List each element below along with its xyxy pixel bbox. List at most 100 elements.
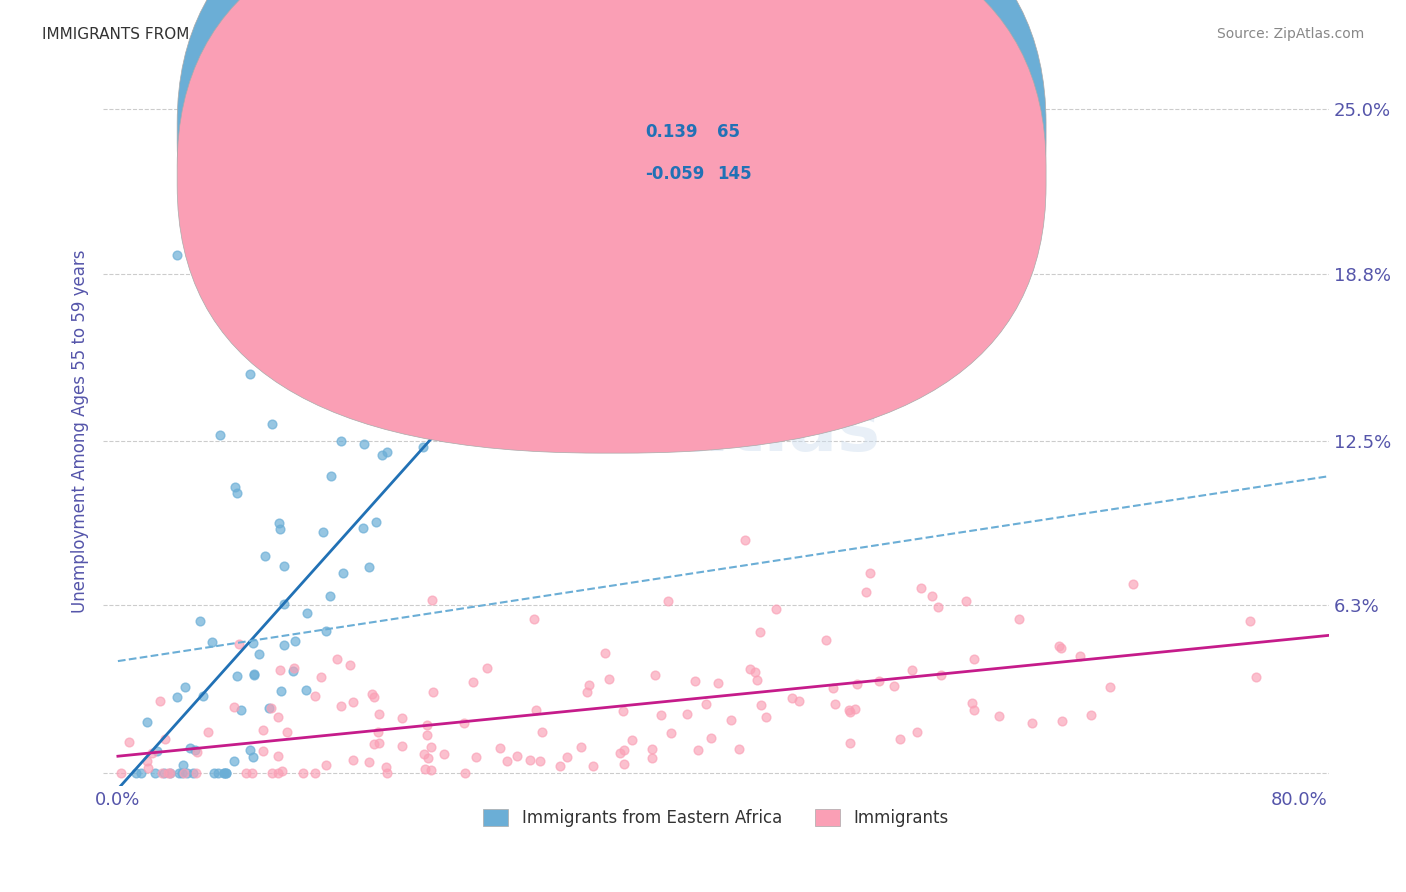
Point [578, 678, 600, 692]
Point [363, 737, 385, 751]
Point [749, 698, 772, 712]
Point [422, 685, 444, 699]
Point [465, 750, 488, 764]
Point [363, 690, 385, 705]
Point [146, 744, 169, 758]
Point [273, 597, 295, 611]
Point [181, 765, 204, 780]
Point [330, 434, 353, 448]
Point [707, 676, 730, 690]
Point [963, 652, 986, 666]
Point [269, 522, 291, 536]
Point [612, 704, 634, 718]
Point [432, 747, 454, 762]
Point [838, 705, 860, 719]
Point [224, 699, 246, 714]
Point [883, 679, 905, 693]
Point [188, 614, 211, 628]
Point [530, 725, 553, 739]
Point [173, 765, 195, 780]
Point [172, 758, 194, 772]
Point [222, 754, 245, 768]
Point [125, 765, 148, 780]
Point [765, 602, 787, 616]
Point [1080, 708, 1102, 723]
Point [844, 702, 866, 716]
Text: 65: 65 [717, 123, 740, 141]
Point [367, 736, 389, 750]
Point [745, 673, 768, 687]
Point [413, 747, 436, 761]
Point [239, 367, 262, 381]
Point [226, 669, 249, 683]
Point [197, 724, 219, 739]
Point [489, 741, 512, 756]
Point [330, 698, 353, 713]
Point [581, 758, 603, 772]
Point [153, 765, 176, 780]
Point [240, 765, 263, 780]
Point [929, 667, 952, 681]
Point [375, 765, 398, 780]
Point [224, 480, 246, 494]
Point [1021, 715, 1043, 730]
Point [1122, 577, 1144, 591]
Point [921, 589, 943, 603]
Point [685, 673, 707, 688]
Point [824, 697, 846, 711]
Point [657, 594, 679, 608]
Point [353, 437, 375, 451]
Text: 0.139: 0.139 [645, 123, 697, 141]
Point [413, 762, 436, 776]
Point [267, 765, 290, 780]
Point [170, 765, 193, 780]
Point [367, 724, 389, 739]
Point [749, 625, 772, 640]
Point [311, 670, 333, 684]
Point [291, 765, 314, 780]
Point [191, 689, 214, 703]
Point [454, 765, 477, 780]
Point [176, 765, 198, 780]
Point [295, 683, 318, 698]
Point [260, 765, 283, 780]
Point [202, 765, 225, 780]
Point [235, 765, 257, 780]
Point [738, 662, 761, 676]
Text: 145: 145 [717, 165, 752, 183]
Point [360, 687, 382, 701]
Text: IMMIGRANTS FROM EASTERN AFRICA VS IMMIGRANTS UNEMPLOYMENT AMONG AGES 55 TO 59 YE: IMMIGRANTS FROM EASTERN AFRICA VS IMMIGR… [42, 27, 994, 42]
Point [242, 636, 264, 650]
Point [963, 703, 986, 717]
Point [129, 765, 152, 780]
Point [254, 549, 277, 563]
Point [184, 743, 207, 757]
Point [443, 393, 465, 408]
Point [569, 739, 592, 754]
Point [548, 759, 571, 773]
Point [659, 725, 682, 739]
Point [364, 515, 387, 529]
Text: -0.059: -0.059 [645, 165, 704, 183]
Point [728, 742, 751, 756]
Point [150, 765, 173, 780]
Point [557, 750, 579, 764]
Point [214, 765, 236, 780]
Point [529, 754, 551, 768]
Point [420, 592, 443, 607]
Point [787, 694, 810, 708]
Point [814, 632, 837, 647]
Point [420, 763, 443, 777]
Text: Source: ZipAtlas.com: Source: ZipAtlas.com [1216, 27, 1364, 41]
Point [276, 724, 298, 739]
Point [283, 661, 305, 675]
Point [260, 701, 283, 715]
Point [368, 707, 391, 722]
Point [391, 739, 413, 754]
Point [412, 440, 434, 454]
Point [416, 728, 439, 742]
Point [141, 747, 163, 761]
Point [156, 765, 179, 780]
Point [229, 703, 252, 717]
Point [209, 427, 232, 442]
